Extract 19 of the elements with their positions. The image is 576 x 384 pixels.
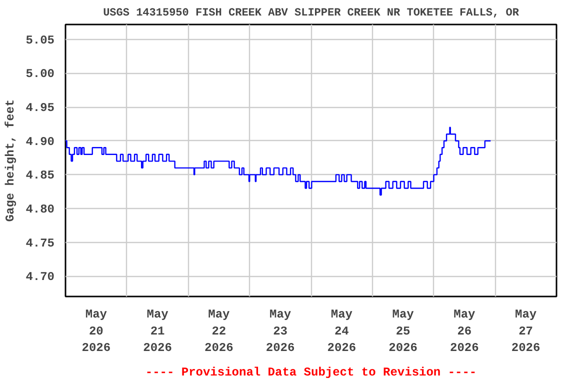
text: ---- Provisional Data Subject to Revision ----: [145, 366, 477, 380]
y-tick-label: 4.95: [26, 101, 55, 116]
x-tick-label: May 27 2026: [511, 308, 540, 356]
x-tick-label: May 20 2026: [82, 308, 111, 356]
x-tick-label: May 24 2026: [327, 308, 356, 356]
y-axis-title: Gage height, feet: [4, 99, 18, 222]
x-tick-label: May 25 2026: [388, 308, 418, 356]
y-tick-label: 4.85: [26, 168, 55, 183]
x-tick-label: May 23 2026: [266, 308, 295, 356]
y-tick-label: 4.70: [26, 270, 55, 284]
x-tick-label: May 21 2026: [143, 308, 172, 356]
y-tick-label: 4.90: [26, 134, 55, 149]
x-tick-label: May 26 2026: [450, 308, 479, 356]
y-tick-label: 5.05: [26, 33, 55, 48]
chart-title: USGS 14315950 FISH CREEK ABV SLIPPER CREEK NR TOKETEE FALLS, OR: [103, 8, 520, 20]
y-tick-label: 4.75: [26, 236, 55, 250]
x-tick-label: May 22 2026: [204, 308, 234, 356]
y-tick-label: 5.00: [26, 67, 55, 82]
y-tick-label: 4.80: [26, 202, 55, 217]
